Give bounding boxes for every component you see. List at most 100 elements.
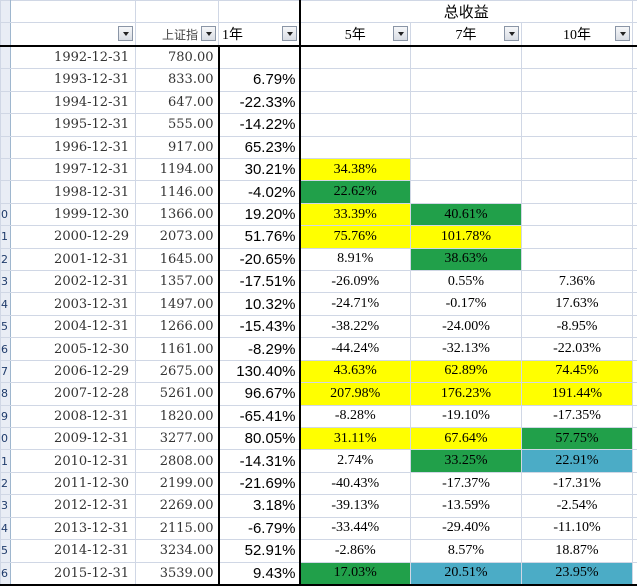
index-value-cell[interactable]: 917.00 — [135, 135, 220, 159]
return-10y-cell[interactable]: 22.91% — [520, 449, 634, 473]
return-10y-cell[interactable]: 57.75% — [520, 427, 634, 451]
index-value-cell[interactable]: 555.00 — [135, 113, 220, 137]
index-value-cell[interactable]: 1497.00 — [135, 292, 220, 316]
return-10y-cell[interactable] — [520, 68, 634, 92]
filter-dropdown-button[interactable] — [615, 26, 631, 42]
index-value-cell[interactable]: 1357.00 — [135, 270, 220, 294]
return-7y-cell[interactable]: -13.59% — [410, 494, 522, 518]
date-cell[interactable]: 1999-12-30 — [10, 202, 136, 227]
return-5y-cell[interactable]: -26.09% — [299, 270, 411, 294]
return-1y-cell[interactable]: 19.20% — [218, 202, 301, 227]
5y-column-header[interactable]: 5年 — [299, 22, 411, 47]
return-7y-cell[interactable]: 0.55% — [410, 270, 522, 294]
return-5y-cell[interactable]: 17.03% — [299, 561, 411, 586]
cell[interactable] — [632, 561, 637, 586]
date-cell[interactable]: 2009-12-31 — [10, 427, 136, 451]
return-10y-cell[interactable] — [520, 157, 634, 182]
return-10y-cell[interactable] — [520, 180, 634, 204]
return-1y-cell[interactable]: -22.33% — [218, 90, 301, 115]
cell[interactable] — [632, 180, 637, 204]
return-7y-cell[interactable]: 62.89% — [410, 359, 522, 384]
return-5y-cell[interactable]: 33.39% — [299, 202, 411, 227]
date-cell[interactable]: 2012-12-31 — [10, 494, 136, 518]
return-7y-cell[interactable] — [410, 157, 522, 182]
return-1y-cell[interactable]: 10.32% — [218, 292, 301, 316]
index-value-cell[interactable]: 780.00 — [135, 45, 220, 70]
return-7y-cell[interactable]: -24.00% — [410, 314, 522, 339]
cell[interactable] — [218, 0, 301, 24]
return-7y-cell[interactable]: 67.64% — [410, 427, 522, 451]
index-value-cell[interactable]: 2073.00 — [135, 225, 220, 249]
index-value-cell[interactable]: 647.00 — [135, 90, 220, 115]
date-cell[interactable]: 1998-12-31 — [10, 180, 136, 204]
index-value-cell[interactable]: 1194.00 — [135, 157, 220, 182]
return-7y-cell[interactable] — [410, 135, 522, 159]
index-value-cell[interactable]: 1161.00 — [135, 337, 220, 361]
return-7y-cell[interactable]: -32.13% — [410, 337, 522, 361]
date-cell[interactable]: 2003-12-31 — [10, 292, 136, 316]
return-5y-cell[interactable]: 31.11% — [299, 427, 411, 451]
cell[interactable] — [632, 292, 637, 316]
return-5y-cell[interactable] — [299, 68, 411, 92]
return-7y-cell[interactable]: -0.17% — [410, 292, 522, 316]
return-10y-cell[interactable]: 7.36% — [520, 270, 634, 294]
return-5y-cell[interactable]: -44.24% — [299, 337, 411, 361]
return-5y-cell[interactable]: 8.91% — [299, 247, 411, 272]
return-5y-cell[interactable]: 207.98% — [299, 382, 411, 406]
return-10y-cell[interactable] — [520, 202, 634, 227]
return-10y-cell[interactable]: 74.45% — [520, 359, 634, 384]
return-10y-cell[interactable] — [520, 45, 634, 70]
return-10y-cell[interactable]: 191.44% — [520, 382, 634, 406]
return-10y-cell[interactable]: 18.87% — [520, 539, 634, 563]
1y-column-header[interactable]: 1年 — [218, 22, 301, 47]
return-5y-cell[interactable]: -2.86% — [299, 539, 411, 563]
date-cell[interactable]: 2008-12-31 — [10, 404, 136, 429]
return-1y-cell[interactable]: -65.41% — [218, 404, 301, 429]
return-7y-cell[interactable] — [410, 113, 522, 137]
return-10y-cell[interactable] — [520, 90, 634, 115]
return-7y-cell[interactable]: 101.78% — [410, 225, 522, 249]
date-cell[interactable]: 1992-12-31 — [10, 45, 136, 70]
cell[interactable] — [632, 494, 637, 518]
return-5y-cell[interactable]: 75.76% — [299, 225, 411, 249]
10y-column-header[interactable]: 10年 — [520, 22, 634, 47]
cell[interactable] — [632, 359, 637, 384]
date-cell[interactable]: 2007-12-28 — [10, 382, 136, 406]
return-1y-cell[interactable]: 30.21% — [218, 157, 301, 182]
index-value-cell[interactable]: 833.00 — [135, 68, 220, 92]
return-5y-cell[interactable]: 2.74% — [299, 449, 411, 473]
cell[interactable] — [632, 337, 637, 361]
return-5y-cell[interactable]: 22.62% — [299, 180, 411, 204]
cell[interactable] — [632, 404, 637, 429]
date-cell[interactable]: 2006-12-29 — [10, 359, 136, 384]
index-value-cell[interactable]: 2115.00 — [135, 516, 220, 541]
cell[interactable] — [632, 270, 637, 294]
return-1y-cell[interactable]: -6.79% — [218, 516, 301, 541]
cell[interactable] — [632, 68, 637, 92]
return-7y-cell[interactable]: 40.61% — [410, 202, 522, 227]
return-5y-cell[interactable]: -24.71% — [299, 292, 411, 316]
return-1y-cell[interactable]: 6.79% — [218, 68, 301, 92]
return-5y-cell[interactable] — [299, 113, 411, 137]
index-value-cell[interactable]: 2269.00 — [135, 494, 220, 518]
return-1y-cell[interactable]: -20.65% — [218, 247, 301, 272]
date-cell[interactable]: 1994-12-31 — [10, 90, 136, 115]
return-10y-cell[interactable]: -11.10% — [520, 516, 634, 541]
cell[interactable] — [632, 45, 637, 70]
date-cell[interactable]: 2011-12-30 — [10, 471, 136, 496]
index-value-cell[interactable]: 1645.00 — [135, 247, 220, 272]
filter-dropdown-button[interactable] — [504, 26, 519, 42]
date-cell[interactable]: 2000-12-29 — [10, 225, 136, 249]
cell[interactable] — [632, 314, 637, 339]
cell[interactable] — [135, 0, 219, 24]
return-1y-cell[interactable]: 9.43% — [218, 561, 301, 586]
cell[interactable] — [632, 157, 637, 182]
return-1y-cell[interactable]: 51.76% — [218, 225, 301, 249]
cell[interactable] — [632, 539, 637, 563]
filter-dropdown-button[interactable] — [201, 26, 216, 42]
return-7y-cell[interactable] — [410, 90, 522, 115]
index-value-cell[interactable]: 2675.00 — [135, 359, 220, 384]
cell[interactable] — [632, 516, 637, 541]
date-cell[interactable]: 2015-12-31 — [10, 561, 136, 586]
return-7y-cell[interactable]: 20.51% — [410, 561, 522, 586]
